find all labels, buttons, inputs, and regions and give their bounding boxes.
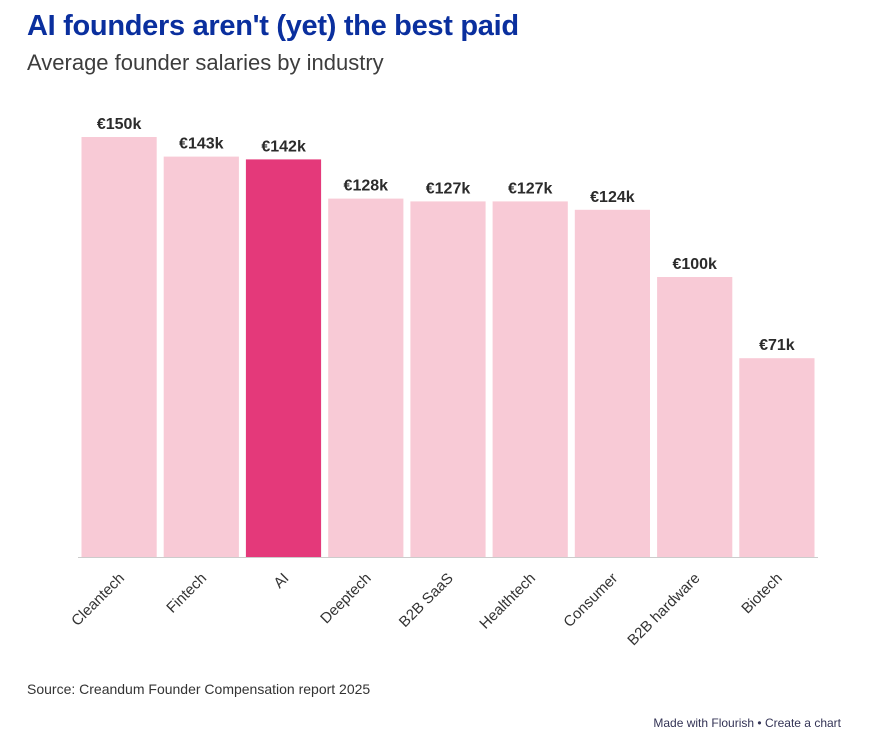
bar-consumer[interactable] <box>574 209 650 558</box>
x-tick-label: Healthtech <box>476 570 539 633</box>
data-label: €143k <box>179 136 224 153</box>
bar-healthtech[interactable] <box>492 201 568 557</box>
chart-subtitle: Average founder salaries by industry <box>27 50 384 75</box>
data-label: €142k <box>261 138 306 155</box>
x-tick-label: Consumer <box>560 570 621 631</box>
bar-ai[interactable] <box>245 159 322 557</box>
x-tick-label: B2B SaaS <box>396 570 457 631</box>
data-label: €124k <box>590 189 635 206</box>
bar-deeptech[interactable] <box>328 198 404 557</box>
flourish-footer: Made with Flourish • Create a chart <box>653 716 841 730</box>
made-with-flourish-link[interactable]: Made with Flourish <box>653 716 755 730</box>
x-tick-label: B2B hardware <box>624 570 703 649</box>
bar-fintech[interactable] <box>163 156 239 557</box>
data-label: €128k <box>344 178 389 195</box>
data-label: €71k <box>759 337 795 354</box>
x-tick-label: Cleantech <box>68 570 128 630</box>
create-chart-link[interactable]: Create a chart <box>764 716 841 730</box>
chart-title: AI founders aren't (yet) the best paid <box>27 10 519 42</box>
x-tick-label: Deeptech <box>317 570 374 627</box>
data-label: €127k <box>508 180 553 197</box>
bar-b2b-saas[interactable] <box>410 201 486 557</box>
source-note: Source: Creandum Founder Compensation re… <box>27 681 371 697</box>
x-tick-label: AI <box>270 570 292 592</box>
x-tick-label: Biotech <box>738 570 785 617</box>
bar-b2b-hardware[interactable] <box>657 277 733 557</box>
x-tick-label: Fintech <box>163 570 210 617</box>
data-label: €100k <box>672 256 717 273</box>
bar-cleantech[interactable] <box>81 137 157 557</box>
data-label: €150k <box>97 116 142 133</box>
bar-biotech[interactable] <box>739 358 815 557</box>
footer-separator: • <box>757 716 762 730</box>
data-label: €127k <box>426 180 471 197</box>
